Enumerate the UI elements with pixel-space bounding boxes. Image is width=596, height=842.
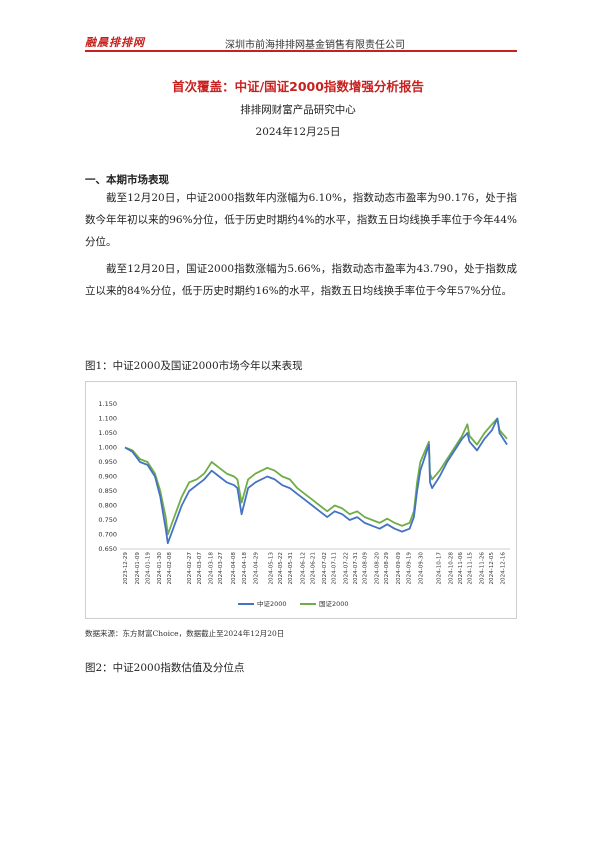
y-tick-label-8: 1.050 xyxy=(98,429,117,437)
paragraph-csi2000: 截至12月20日，中证2000指数年内涨幅为6.10%，指数动态市盈率为90.1… xyxy=(85,192,517,248)
x-tick-label-33: 2024-12-16 xyxy=(501,552,507,585)
paragraph-cni2000: 截至12月20日，国证2000指数涨幅为5.66%，指数动态市盈率为43.790… xyxy=(85,263,517,297)
x-tick-label-1: 2024-01-09 xyxy=(135,552,141,585)
x-tick-label-2: 2024-01-19 xyxy=(145,552,151,585)
x-tick-label-21: 2024-08-09 xyxy=(363,552,369,585)
x-tick-label-0: 2023-12-29 xyxy=(123,552,129,585)
company-name: 深圳市前海排排网基金销售有限责任公司 xyxy=(225,40,405,51)
series-line-0 xyxy=(124,417,508,545)
legend-label-1: 国证2000 xyxy=(319,600,349,608)
x-tick-label-29: 2024-11-06 xyxy=(458,552,464,585)
x-tick-label-6: 2024-03-07 xyxy=(197,552,203,585)
y-tick-label-3: 0.800 xyxy=(98,502,117,510)
y-tick-label-2: 0.750 xyxy=(98,516,117,524)
x-tick-label-4: 2024-02-08 xyxy=(167,552,173,585)
x-tick-label-11: 2024-04-29 xyxy=(254,552,260,585)
figure1-source: 数据来源：东方财富Choice，数据截止至2024年12月20日 xyxy=(85,629,285,638)
x-tick-label-27: 2024-10-17 xyxy=(437,552,443,585)
x-tick-label-25: 2024-09-19 xyxy=(407,552,413,585)
x-tick-label-28: 2024-10-28 xyxy=(448,552,454,585)
x-tick-label-5: 2024-02-27 xyxy=(187,552,193,585)
legend-label-0: 中证2000 xyxy=(257,599,287,608)
x-tick-label-7: 2024-03-18 xyxy=(209,552,215,585)
brand-logo: 融晨排排网 xyxy=(85,36,145,49)
x-tick-label-23: 2024-08-29 xyxy=(384,552,390,585)
line-chart: 0.650 0.700 0.750 0.800 0.850 0.900 0.950 1.000… xyxy=(98,400,510,608)
y-tick-label-7: 1.000 xyxy=(98,444,117,452)
x-tick-label-9: 2024-04-08 xyxy=(231,552,237,585)
y-tick-label-4: 0.850 xyxy=(98,487,117,495)
y-tick-label-9: 1.100 xyxy=(98,415,117,423)
x-tick-label-24: 2024-09-09 xyxy=(396,552,402,585)
x-tick-label-19: 2024-07-22 xyxy=(343,552,349,585)
x-tick-label-10: 2024-04-18 xyxy=(242,552,248,585)
figure1-caption: 图1：中证2000及国证2000市场今年以来表现 xyxy=(85,360,303,372)
x-tick-label-32: 2024-12-05 xyxy=(489,552,495,585)
x-tick-label-13: 2024-05-22 xyxy=(278,552,284,585)
x-tick-label-20: 2024-07-31 xyxy=(353,552,359,585)
y-tick-label-1: 0.700 xyxy=(98,531,117,539)
report-organization: 排排网财富产品研究中心 xyxy=(240,104,356,116)
report-title: 首次覆盖：中证/国证2000指数增强分析报告 xyxy=(172,79,424,94)
x-tick-label-31: 2024-11-26 xyxy=(479,552,485,585)
y-tick-label-0: 0.650 xyxy=(98,545,117,553)
x-tick-label-12: 2024-05-13 xyxy=(269,552,275,585)
x-tick-label-3: 2024-01-30 xyxy=(157,552,163,585)
x-tick-label-14: 2024-05-31 xyxy=(288,552,294,585)
y-tick-label-10: 1.150 xyxy=(98,400,117,408)
x-tick-label-30: 2024-11-15 xyxy=(468,552,474,585)
figure2-caption: 图2：中证2000指数估值及分位点 xyxy=(85,662,245,674)
series-line-1 xyxy=(124,417,508,536)
figure1-chart: 0.650 0.700 0.750 0.800 0.850 0.900 0.950 1.000… xyxy=(85,381,517,619)
x-tick-label-26: 2024-09-30 xyxy=(418,552,424,585)
x-tick-label-16: 2024-06-21 xyxy=(310,552,316,585)
x-tick-label-8: 2024-03-27 xyxy=(218,552,224,585)
x-tick-label-17: 2024-07-02 xyxy=(322,552,328,585)
y-tick-label-5: 0.900 xyxy=(98,473,117,481)
x-tick-label-15: 2024-06-12 xyxy=(301,552,307,585)
y-tick-label-6: 0.950 xyxy=(98,458,117,466)
header-divider xyxy=(85,50,517,52)
section-heading: 一、本期市场表现 xyxy=(85,174,169,186)
report-date: 2024年12月25日 xyxy=(255,126,341,138)
x-tick-label-22: 2024-08-20 xyxy=(374,552,380,585)
x-tick-label-18: 2024-07-11 xyxy=(332,552,338,585)
